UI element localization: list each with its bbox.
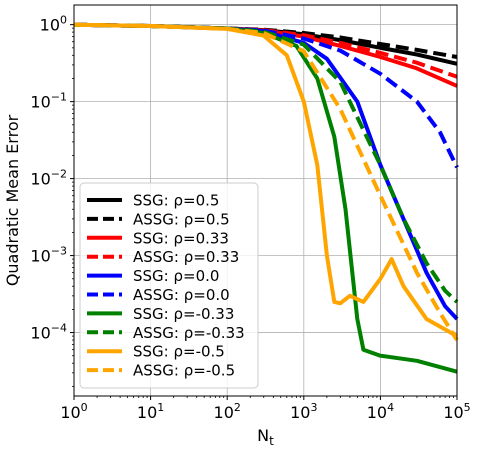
legend-label: SSG: ρ=0.0 [133,267,219,285]
y-tick-label: 10−4 [30,322,67,343]
legend-label: SSG: ρ=0.5 [133,192,219,210]
legend-label: SSG: ρ=-0.5 [133,343,225,361]
legend-label: ASSG: ρ=-0.5 [133,362,235,380]
x-tick-label: 105 [443,401,470,422]
x-axis-label-subscript: t [269,434,274,448]
y-tick-label: 10−1 [30,91,67,112]
x-tick-label: 102 [214,401,241,422]
series-line-assg-rho-neg0_33 [73,22,459,304]
x-axis-label-main: N [257,426,269,445]
x-axis-ticks: 100 101 102 103 104 105 [60,396,471,422]
legend-label: ASSG: ρ=0.0 [133,286,230,304]
x-tick-label: 100 [60,401,87,422]
y-tick-label: 100 [40,14,67,35]
x-tick-label: 101 [137,401,164,422]
x-tick-label: 103 [290,401,317,422]
legend-box [79,182,259,389]
legend-label: SSG: ρ=-0.33 [133,305,234,323]
y-tick-label: 10−3 [30,245,67,266]
legend-label: ASSG: ρ=0.5 [133,210,230,228]
y-axis-label: Quadratic Mean Error [3,114,22,286]
x-tick-label: 104 [367,401,394,422]
series-line-assg-rho-neg0_5 [73,22,459,342]
y-tick-label: 10−2 [30,168,67,189]
legend-label: ASSG: ρ=0.33 [133,248,239,266]
series-lines [73,22,459,374]
legend-label: ASSG: ρ=-0.33 [133,324,245,342]
y-axis-ticks: 100 10−1 10−2 10−3 10−4 [30,14,74,387]
x-axis-label: Nt [257,426,274,448]
plot-frame [73,4,458,397]
legend-label: SSG: ρ=0.33 [133,229,229,247]
